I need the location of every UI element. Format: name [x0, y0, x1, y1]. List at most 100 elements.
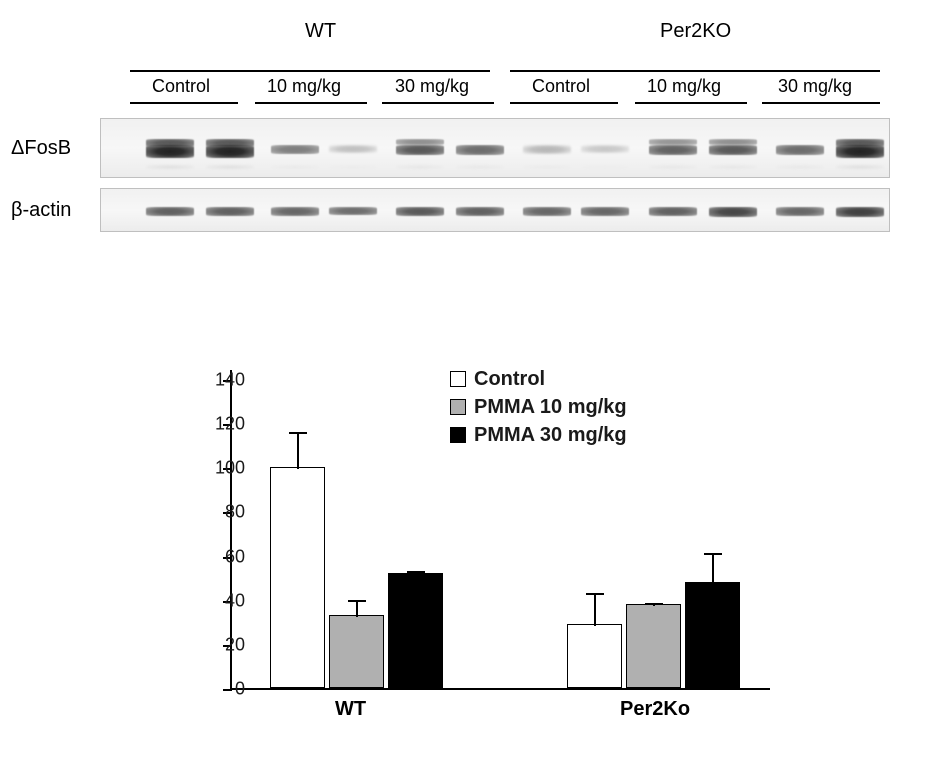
swatch-gray	[450, 399, 466, 415]
band	[709, 207, 757, 217]
bar	[626, 604, 681, 688]
bar	[270, 467, 325, 688]
band-shadow	[709, 165, 757, 169]
ytick-label: 100	[215, 458, 245, 479]
band	[329, 145, 377, 153]
band-shadow	[581, 165, 629, 169]
ytick	[223, 689, 232, 691]
lane-label: Control	[532, 76, 590, 97]
bar	[329, 615, 384, 688]
band	[523, 207, 571, 216]
band	[836, 145, 884, 158]
band-shadow	[836, 165, 884, 169]
lane-label: 10 mg/kg	[267, 76, 341, 97]
error-bar	[712, 553, 714, 584]
band	[581, 145, 629, 153]
error-cap	[348, 600, 366, 602]
bar	[685, 582, 740, 688]
legend-p10: PMMA 10 mg/kg	[450, 396, 627, 419]
band	[206, 207, 254, 216]
ytick-label: 80	[225, 502, 245, 523]
legend-control: Control	[450, 368, 545, 391]
ytick-label: 120	[215, 414, 245, 435]
lane-rule	[255, 102, 367, 104]
band	[271, 207, 319, 216]
group-label-per2ko: Per2KO	[660, 20, 731, 43]
row-label-actin: β-actin	[11, 199, 71, 222]
band-shadow	[523, 165, 571, 169]
western-blot-panel: WT Per2KO Control 10 mg/kg 30 mg/kg Cont…	[100, 20, 890, 232]
xcat-wt: WT	[335, 698, 366, 721]
band	[776, 145, 824, 155]
band	[709, 139, 757, 145]
band-shadow	[329, 165, 377, 169]
band	[396, 145, 444, 155]
gel-actin: β-actin	[100, 188, 890, 232]
band	[649, 145, 697, 155]
bar-chart: Control PMMA 10 mg/kg PMMA 30 mg/kg WT P…	[160, 360, 800, 760]
ytick-label: 20	[225, 634, 245, 655]
error-cap	[645, 603, 663, 605]
error-bar	[356, 600, 358, 618]
swatch-black	[450, 427, 466, 443]
band	[396, 139, 444, 145]
error-bar	[594, 593, 596, 626]
lane-rule	[762, 102, 880, 104]
band	[709, 145, 757, 155]
group-rule-per2ko	[510, 70, 880, 72]
band-shadow	[649, 165, 697, 169]
lane-headers: Control 10 mg/kg 30 mg/kg Control 10 mg/…	[100, 76, 890, 106]
band-shadow	[271, 165, 319, 169]
band-shadow	[776, 165, 824, 169]
row-label-fosb: ΔFosB	[11, 137, 71, 160]
band	[271, 145, 319, 154]
ytick-label: 0	[235, 678, 245, 699]
bar	[388, 573, 443, 688]
band	[396, 207, 444, 216]
lane-rule	[510, 102, 618, 104]
legend-label: PMMA 30 mg/kg	[474, 424, 627, 446]
band	[329, 207, 377, 215]
lane-rule	[130, 102, 238, 104]
legend-p30: PMMA 30 mg/kg	[450, 424, 627, 447]
lane-rule	[635, 102, 747, 104]
band	[836, 139, 884, 147]
band	[206, 139, 254, 147]
band	[456, 145, 504, 155]
lane-label: 30 mg/kg	[395, 76, 469, 97]
gel-fosb: ΔFosB	[100, 118, 890, 178]
group-label-wt: WT	[305, 20, 336, 43]
ytick-label: 40	[225, 590, 245, 611]
legend-label: Control	[474, 368, 545, 390]
bar	[567, 624, 622, 688]
ytick-label: 140	[215, 369, 245, 390]
band	[146, 145, 194, 158]
band	[649, 207, 697, 216]
band	[836, 207, 884, 217]
legend-label: PMMA 10 mg/kg	[474, 396, 627, 418]
error-cap	[407, 571, 425, 573]
band	[776, 207, 824, 216]
band	[146, 207, 194, 216]
lane-label: 30 mg/kg	[778, 76, 852, 97]
band	[456, 207, 504, 216]
lane-rule	[382, 102, 494, 104]
error-cap	[586, 593, 604, 595]
group-headers: WT Per2KO	[100, 20, 890, 48]
error-bar	[297, 432, 299, 470]
group-rule-wt	[130, 70, 490, 72]
xcat-per2ko: Per2Ko	[620, 698, 690, 721]
band	[649, 139, 697, 145]
lane-label: 10 mg/kg	[647, 76, 721, 97]
band	[206, 145, 254, 158]
error-cap	[704, 553, 722, 555]
band	[581, 207, 629, 216]
swatch-white	[450, 371, 466, 387]
error-cap	[289, 432, 307, 434]
ytick-label: 60	[225, 546, 245, 567]
band-shadow	[206, 165, 254, 169]
band	[523, 145, 571, 154]
band-shadow	[456, 165, 504, 169]
band-shadow	[146, 165, 194, 169]
band-shadow	[396, 165, 444, 169]
